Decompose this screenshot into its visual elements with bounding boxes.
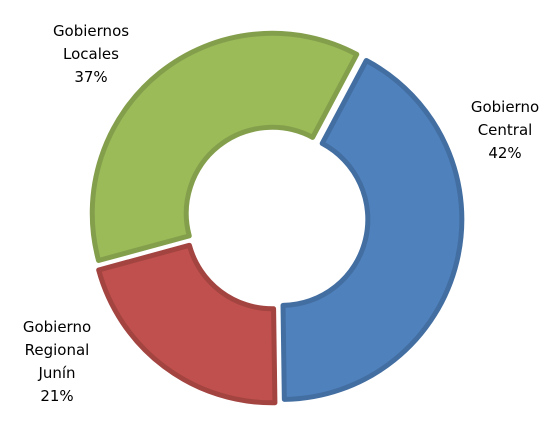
donut-slice [96,242,278,406]
value-label: 37% [74,68,108,86]
donut-slice [89,30,360,264]
label: Gobierno Regional Junín 21% [2,316,112,408]
value-label: 21% [40,387,74,405]
label: Gobierno Central 42% [450,96,552,165]
value-label: 42% [488,144,522,162]
category-label: Gobierno Central [470,98,540,139]
category-label: Gobiernos Locales [52,22,130,63]
category-label: Gobierno Regional Junín [22,318,92,382]
donut-slice [280,57,465,402]
label: Gobiernos Locales 37% [36,20,146,89]
